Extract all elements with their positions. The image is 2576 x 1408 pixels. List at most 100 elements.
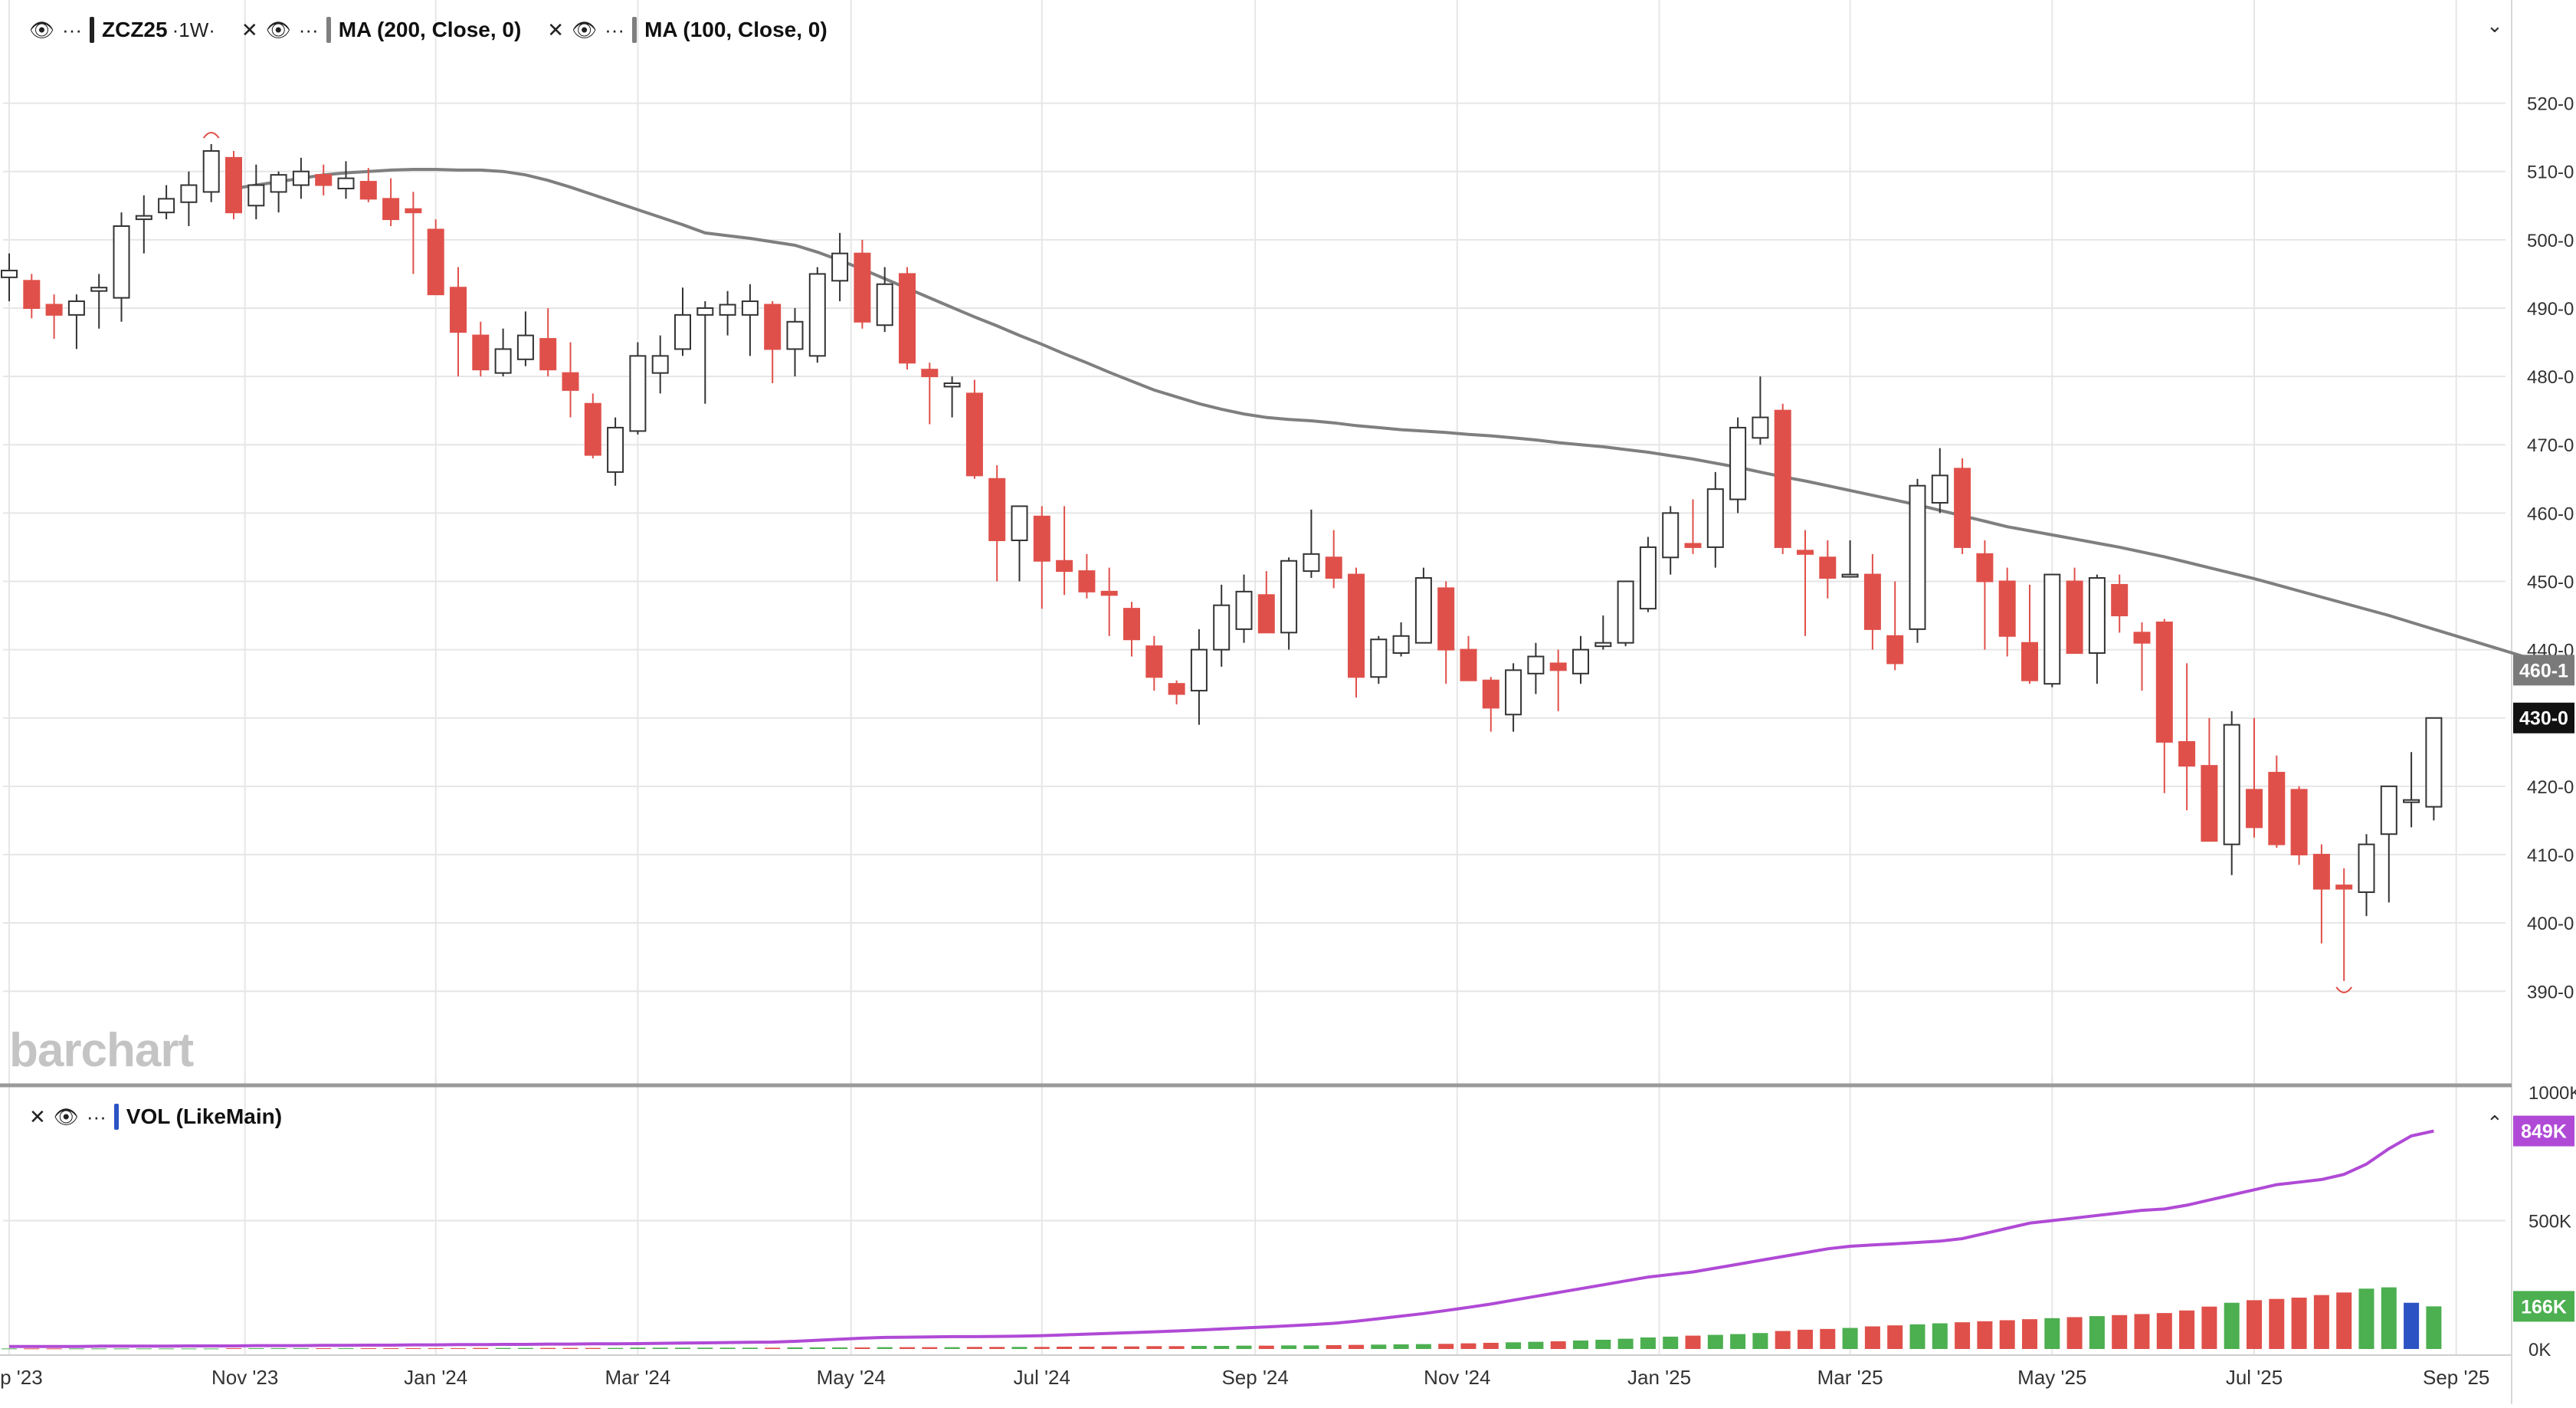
candle-body[interactable] bbox=[2268, 772, 2286, 845]
candle-body[interactable] bbox=[427, 228, 444, 296]
candle-body[interactable] bbox=[2178, 740, 2196, 767]
volume-bar[interactable] bbox=[1707, 1334, 1723, 1349]
candle-body[interactable] bbox=[1976, 553, 1994, 583]
volume-bar[interactable] bbox=[1864, 1326, 1880, 1349]
candle-body[interactable] bbox=[719, 304, 736, 316]
volume-bar[interactable] bbox=[2089, 1316, 2105, 1349]
volume-bar[interactable] bbox=[293, 1347, 309, 1349]
volume-bar[interactable] bbox=[832, 1347, 848, 1349]
candle-body[interactable] bbox=[2155, 621, 2173, 743]
candle-body[interactable] bbox=[651, 355, 669, 374]
volume-bar[interactable] bbox=[719, 1347, 736, 1349]
candle-body[interactable] bbox=[1213, 604, 1231, 651]
volume-bar[interactable] bbox=[877, 1347, 893, 1349]
volume-bar[interactable] bbox=[2224, 1302, 2240, 1349]
volume-bar[interactable] bbox=[1798, 1329, 1813, 1349]
volume-bar[interactable] bbox=[1573, 1340, 1588, 1349]
candle-body[interactable] bbox=[2021, 642, 2038, 681]
candle-body[interactable] bbox=[943, 382, 961, 388]
volume-bar[interactable] bbox=[2066, 1317, 2083, 1349]
candle-body[interactable] bbox=[786, 320, 804, 350]
candle-body[interactable] bbox=[1505, 669, 1522, 716]
volume-bar[interactable] bbox=[1909, 1324, 1925, 1349]
volume-bar[interactable] bbox=[2381, 1287, 2397, 1349]
candle-body[interactable] bbox=[1594, 642, 1612, 648]
volume-bar[interactable] bbox=[2404, 1302, 2420, 1349]
candle-body[interactable] bbox=[2043, 573, 2061, 685]
candle-body[interactable] bbox=[23, 280, 41, 309]
candle-body[interactable] bbox=[1168, 683, 1185, 695]
volume-bar[interactable] bbox=[428, 1347, 444, 1349]
volume-bar[interactable] bbox=[1214, 1345, 1230, 1349]
volume-bar[interactable] bbox=[1415, 1344, 1431, 1349]
volume-bar[interactable] bbox=[495, 1347, 511, 1349]
volume-bar[interactable] bbox=[383, 1347, 399, 1349]
candle-body[interactable] bbox=[1639, 546, 1657, 610]
volume-bar[interactable] bbox=[1236, 1345, 1252, 1349]
symbol-label[interactable]: ZCZ25 bbox=[102, 18, 168, 41]
volume-bar[interactable] bbox=[1820, 1328, 1836, 1349]
volume-bar[interactable] bbox=[1640, 1337, 1656, 1349]
candle-body[interactable] bbox=[1617, 580, 1634, 644]
more-icon[interactable]: ··· bbox=[298, 18, 319, 41]
volume-bar[interactable] bbox=[2022, 1319, 2037, 1349]
candle-body[interactable] bbox=[1280, 560, 1298, 634]
candle-body[interactable] bbox=[202, 149, 220, 193]
candle-body[interactable] bbox=[1909, 484, 1926, 630]
volume-bar[interactable] bbox=[91, 1348, 107, 1350]
candle-body[interactable] bbox=[899, 273, 916, 364]
volume-bar[interactable] bbox=[630, 1347, 646, 1349]
volume-bar[interactable] bbox=[2426, 1306, 2442, 1349]
candle-body[interactable] bbox=[2403, 799, 2420, 803]
volume-bar[interactable] bbox=[900, 1347, 915, 1349]
volume-bar[interactable] bbox=[1730, 1334, 1746, 1349]
candle-body[interactable] bbox=[1819, 556, 1837, 579]
candle-body[interactable] bbox=[1414, 577, 1432, 644]
candle-body[interactable] bbox=[1752, 416, 1769, 439]
candle-body[interactable] bbox=[988, 478, 1006, 541]
volume-bar[interactable] bbox=[2, 1348, 17, 1350]
volume-bar[interactable] bbox=[1303, 1345, 1319, 1349]
volume-bar[interactable] bbox=[652, 1347, 668, 1349]
volume-bar[interactable] bbox=[1079, 1346, 1095, 1349]
volume-bar[interactable] bbox=[248, 1347, 264, 1349]
candle-body[interactable] bbox=[674, 313, 691, 350]
volume-bar[interactable] bbox=[360, 1347, 376, 1349]
volume-bar[interactable] bbox=[1752, 1333, 1768, 1349]
volume-bar[interactable] bbox=[854, 1347, 870, 1349]
candle-body[interactable] bbox=[1123, 608, 1140, 641]
volume-bar[interactable] bbox=[226, 1347, 241, 1349]
volume-bar[interactable] bbox=[675, 1347, 690, 1349]
candle-body[interactable] bbox=[1190, 648, 1208, 692]
candle-body[interactable] bbox=[921, 369, 939, 378]
volume-bar[interactable] bbox=[203, 1348, 219, 1350]
candle-body[interactable] bbox=[1931, 474, 1948, 504]
close-icon[interactable]: ✕ bbox=[241, 18, 258, 41]
volume-bar[interactable] bbox=[2313, 1295, 2329, 1349]
volume-bar[interactable] bbox=[2156, 1313, 2172, 1349]
volume-bar[interactable] bbox=[1663, 1336, 1679, 1349]
candle-body[interactable] bbox=[1706, 488, 1724, 548]
volume-bar[interactable] bbox=[809, 1347, 825, 1349]
volume-bar[interactable] bbox=[2291, 1298, 2307, 1349]
volume-bar[interactable] bbox=[1349, 1344, 1364, 1349]
candle-body[interactable] bbox=[1729, 426, 1747, 501]
candle-body[interactable] bbox=[1235, 590, 1253, 630]
candle-body[interactable] bbox=[1257, 594, 1275, 634]
candle-body[interactable] bbox=[2133, 632, 2151, 644]
candle-body[interactable] bbox=[2223, 724, 2240, 845]
volume-bar[interactable] bbox=[540, 1347, 556, 1349]
volume-bar[interactable] bbox=[608, 1347, 624, 1349]
volume-bar[interactable] bbox=[68, 1348, 84, 1350]
candle-body[interactable] bbox=[1662, 512, 1680, 559]
volume-bar[interactable] bbox=[1977, 1321, 1993, 1349]
volume-bar[interactable] bbox=[1057, 1346, 1073, 1349]
volume-bar[interactable] bbox=[1011, 1347, 1027, 1349]
volume-bar[interactable] bbox=[2201, 1306, 2217, 1349]
candle-body[interactable] bbox=[1572, 648, 1589, 674]
candle-body[interactable] bbox=[494, 348, 512, 374]
volume-bar[interactable] bbox=[1506, 1342, 1522, 1349]
candle-body[interactable] bbox=[2380, 785, 2397, 835]
candle-body[interactable] bbox=[359, 181, 377, 200]
candle-body[interactable] bbox=[1954, 468, 1971, 548]
